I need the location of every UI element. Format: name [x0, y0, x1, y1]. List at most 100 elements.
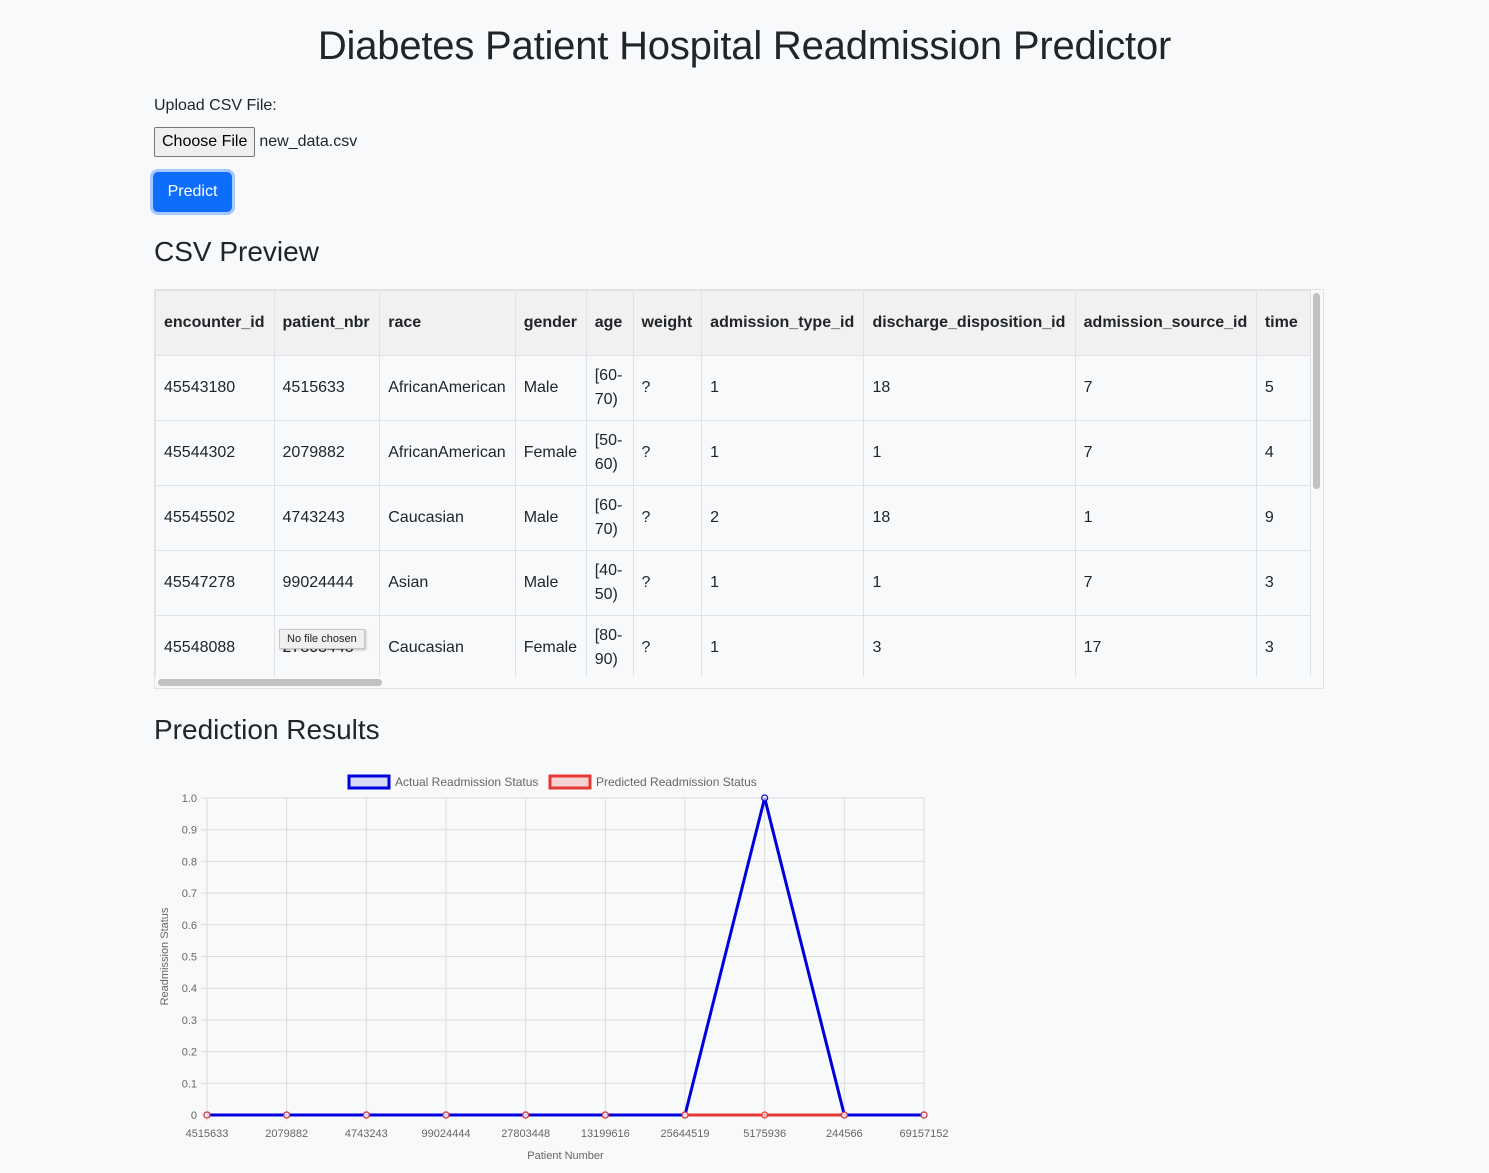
table-cell: Caucasian	[379, 485, 516, 551]
table-cell: 1	[1074, 485, 1257, 551]
vertical-scrollbar[interactable]	[1313, 293, 1320, 489]
table-cell: AfricanAmerican	[379, 355, 516, 421]
y-tick-label: 0.7	[182, 888, 197, 900]
table-cell: 7	[1074, 420, 1257, 486]
series-line	[207, 797, 924, 1117]
table-cell: Female	[514, 420, 587, 486]
table-cell: 18	[863, 355, 1076, 421]
data-point	[283, 1111, 291, 1119]
x-tick-label: 4743243	[345, 1128, 388, 1140]
table-cell: 45545502	[155, 485, 275, 551]
y-tick-label: 0	[191, 1110, 197, 1122]
column-header: encounter_id	[155, 290, 275, 356]
table-header-row: encounter_id patient_nbr race gender age…	[155, 290, 1311, 356]
readmission-line-chart: 0 0.1 0.2 0.3 0.4 0.5 0.6 0.7 0.8 0.9 1.0 4515633 20…	[159, 774, 949, 1162]
csv-preview-table: encounter_id patient_nbr race gender age…	[155, 290, 1311, 676]
table-cell: 45544302	[155, 420, 275, 486]
legend-label: Actual Readmission Status	[395, 775, 538, 789]
table-cell: 17	[1074, 615, 1257, 676]
data-point	[522, 1111, 530, 1119]
table-cell: 4	[1255, 420, 1311, 486]
table-cell: 1	[701, 355, 865, 421]
x-tick-label: 25644519	[661, 1128, 710, 1140]
table-cell: ?	[632, 550, 703, 616]
x-tick-label: 5175936	[743, 1128, 786, 1140]
y-tick-label: 0.1	[182, 1078, 197, 1090]
table-cell: 1	[863, 420, 1076, 486]
table-cell: 4515633	[273, 355, 381, 421]
x-tick-label: 69157152	[900, 1128, 949, 1140]
x-tick-label: 244566	[826, 1128, 863, 1140]
table-cell: [40-50)	[585, 550, 634, 616]
column-header: patient_nbr	[273, 290, 381, 356]
data-point	[601, 1111, 609, 1119]
column-header: race	[379, 290, 516, 356]
table-cell: [60-70)	[585, 485, 634, 551]
column-header: admission_type_id	[701, 290, 865, 356]
table-cell: 1	[701, 550, 865, 616]
prediction-results-heading: Prediction Results	[154, 714, 380, 745]
column-header: gender	[514, 290, 587, 356]
table-cell: [80-90)	[585, 615, 634, 676]
table-cell: 2079882	[273, 420, 381, 486]
table-cell: 1	[701, 615, 865, 676]
data-point	[362, 1111, 370, 1119]
table-row: 45543180 4515633 AfricanAmerican Male [6…	[155, 355, 1311, 421]
y-axis-title: Readmission Status	[159, 907, 171, 1005]
table-cell: 99024444	[273, 550, 381, 616]
x-tick-label: 2079882	[265, 1128, 308, 1140]
data-point	[840, 1111, 848, 1119]
upload-label: Upload CSV File:	[154, 97, 277, 114]
table-cell: 1	[863, 550, 1076, 616]
legend-label: Predicted Readmission Status	[596, 775, 757, 789]
file-input-tooltip: No file chosen	[279, 629, 365, 649]
file-input[interactable]: Choose File new_data.csv	[154, 127, 357, 157]
horizontal-scrollbar[interactable]	[158, 679, 382, 686]
y-tick-label: 0.5	[182, 952, 197, 964]
data-point	[761, 1111, 769, 1119]
data-point	[681, 1111, 689, 1119]
choose-file-button[interactable]: Choose File	[154, 127, 256, 157]
column-header: discharge_disposition_id	[863, 290, 1076, 356]
y-tick-label: 0.6	[182, 920, 197, 932]
column-header: time	[1255, 290, 1311, 356]
x-axis-title: Patient Number	[527, 1150, 604, 1162]
predict-button[interactable]: Predict	[153, 172, 232, 212]
legend-swatch	[347, 774, 391, 790]
y-tick-label: 0.4	[182, 983, 197, 995]
table-cell: ?	[632, 420, 703, 486]
table-row: 45547278 99024444 Asian Male [40-50) ? 1…	[155, 550, 1311, 616]
table-cell: 1	[701, 420, 865, 486]
column-header: age	[585, 290, 634, 356]
y-tick-label: 0.9	[182, 825, 197, 837]
table-cell: 3	[863, 615, 1076, 676]
x-tick-label: 13199616	[581, 1128, 630, 1140]
file-name: new_data.csv	[259, 133, 358, 150]
table-cell: 45547278	[155, 550, 275, 616]
table-cell: Caucasian	[379, 615, 516, 676]
table-cell: AfricanAmerican	[379, 420, 516, 486]
table-cell: 5	[1255, 355, 1311, 421]
table-cell: [60-70)	[585, 355, 634, 421]
table-cell: 45543180	[155, 355, 275, 421]
data-point	[761, 794, 769, 802]
table-row: 45545502 4743243 Caucasian Male [60-70) …	[155, 485, 1311, 551]
table-cell: 7	[1074, 550, 1257, 616]
table-cell: [50-60)	[585, 420, 634, 486]
table-row: 45544302 2079882 AfricanAmerican Female …	[155, 420, 1311, 486]
data-point	[203, 1111, 211, 1119]
data-point	[442, 1111, 450, 1119]
column-header: admission_source_id	[1074, 290, 1257, 356]
table-cell: ?	[632, 355, 703, 421]
x-tick-label: 4515633	[186, 1128, 229, 1140]
table-cell: Male	[514, 485, 587, 551]
page-title: Diabetes Patient Hospital Readmission Pr…	[317, 24, 1172, 68]
legend-swatch	[548, 774, 592, 790]
table-cell: 2	[701, 485, 865, 551]
table-cell: 18	[863, 485, 1076, 551]
column-header: weight	[632, 290, 703, 356]
table-cell: 9	[1255, 485, 1311, 551]
y-tick-label: 0.2	[182, 1047, 197, 1059]
y-tick-label: 0.3	[182, 1015, 197, 1027]
table-cell: ?	[632, 615, 703, 676]
